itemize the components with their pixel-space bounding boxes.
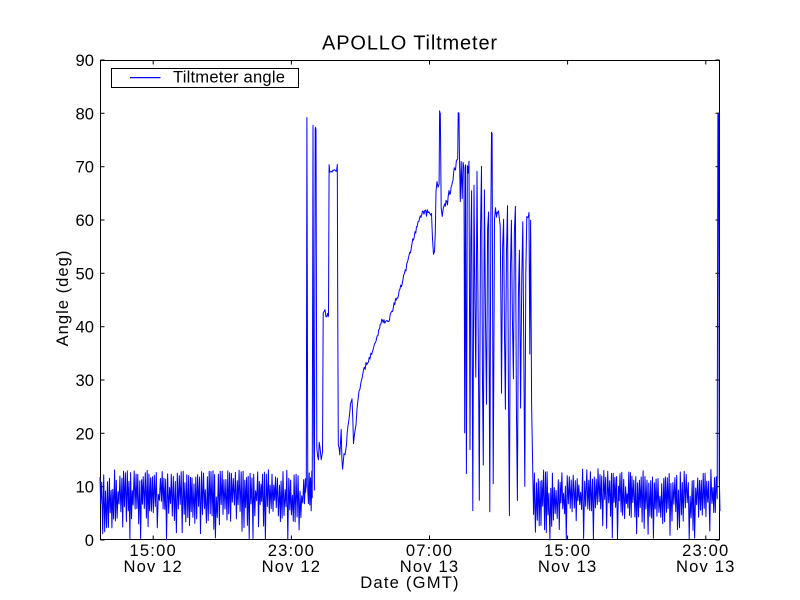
svg-text:10: 10	[76, 478, 94, 497]
svg-text:0: 0	[85, 531, 94, 550]
svg-text:30: 30	[76, 371, 94, 390]
svg-text:80: 80	[76, 104, 94, 123]
svg-text:Nov 13: Nov 13	[676, 557, 735, 576]
svg-text:70: 70	[76, 158, 94, 177]
svg-text:20: 20	[76, 424, 94, 443]
svg-text:90: 90	[76, 51, 94, 70]
svg-text:23:00: 23:00	[682, 541, 729, 560]
svg-text:40: 40	[76, 318, 94, 337]
svg-text:60: 60	[76, 211, 94, 230]
svg-text:Nov 12: Nov 12	[262, 557, 321, 576]
svg-text:Nov 13: Nov 13	[538, 557, 597, 576]
svg-text:07:00: 07:00	[406, 541, 453, 560]
svg-text:APOLLO Tiltmeter: APOLLO Tiltmeter	[322, 33, 498, 55]
svg-text:Nov 12: Nov 12	[123, 557, 182, 576]
svg-text:Date (GMT): Date (GMT)	[360, 573, 460, 592]
svg-text:Nov 13: Nov 13	[400, 557, 459, 576]
svg-text:15:00: 15:00	[544, 541, 591, 560]
svg-text:50: 50	[76, 264, 94, 283]
svg-text:15:00: 15:00	[130, 541, 177, 560]
svg-text:23:00: 23:00	[268, 541, 315, 560]
svg-text:Angle (deg): Angle (deg)	[53, 250, 72, 347]
svg-text:Tiltmeter angle: Tiltmeter angle	[173, 68, 285, 87]
